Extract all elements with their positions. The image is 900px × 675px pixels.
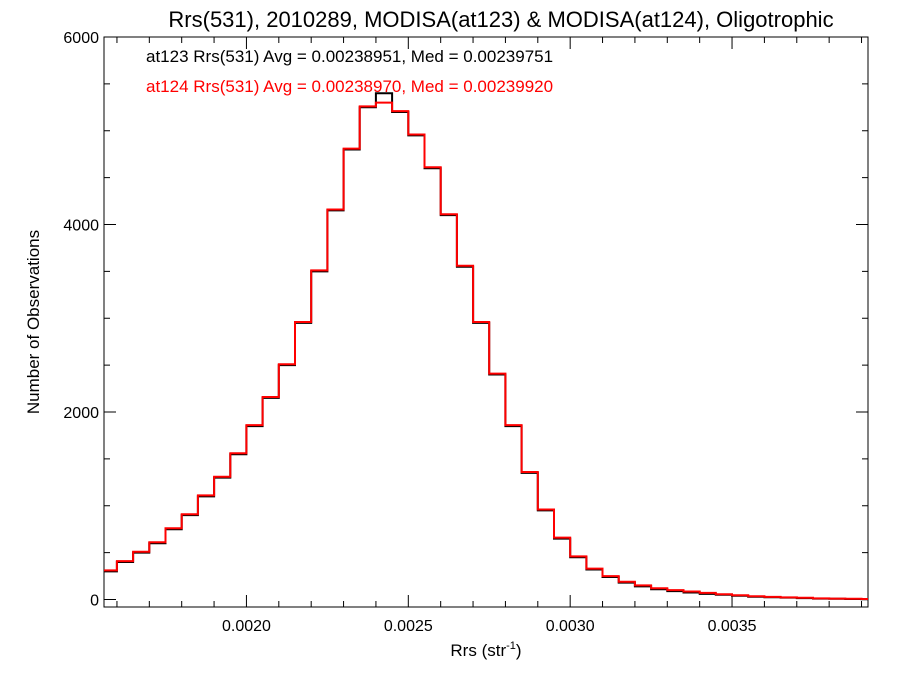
chart-title: Rrs(531), 2010289, MODISA(at123) & MODIS… bbox=[168, 7, 833, 32]
y-tick-labels: 0 2000 4000 6000 bbox=[63, 30, 99, 610]
y-tick-label: 0 bbox=[90, 593, 99, 610]
x-tick-label: 0.0035 bbox=[708, 618, 757, 635]
x-axis-label-superscript: -1 bbox=[506, 640, 516, 652]
y-tick-label: 6000 bbox=[63, 30, 99, 47]
y-tick-label: 4000 bbox=[63, 218, 99, 235]
x-tick-label: 0.0030 bbox=[546, 618, 595, 635]
x-axis-label: Rrs (str-1) bbox=[450, 640, 521, 660]
plot-area bbox=[103, 36, 869, 608]
y-tick-label: 2000 bbox=[63, 405, 99, 422]
y-axis-label: Number of Observations bbox=[24, 230, 43, 414]
series-line-0 bbox=[104, 92, 868, 601]
x-axis-label-main: Rrs (str bbox=[450, 641, 506, 660]
x-tick-label: 0.0020 bbox=[222, 618, 271, 635]
x-tick-label: 0.0025 bbox=[384, 618, 433, 635]
x-axis-label-suffix: ) bbox=[516, 641, 522, 660]
annotation-at123: at123 Rrs(531) Avg = 0.00238951, Med = 0… bbox=[146, 47, 553, 66]
annotation-at124: at124 Rrs(531) Avg = 0.00238970, Med = 0… bbox=[146, 77, 553, 96]
plot-frame bbox=[103, 36, 869, 608]
series-lines bbox=[104, 92, 868, 601]
series-line-1 bbox=[104, 101, 868, 600]
x-tick-labels: 0.0020 0.0025 0.0030 0.0035 bbox=[222, 618, 757, 635]
